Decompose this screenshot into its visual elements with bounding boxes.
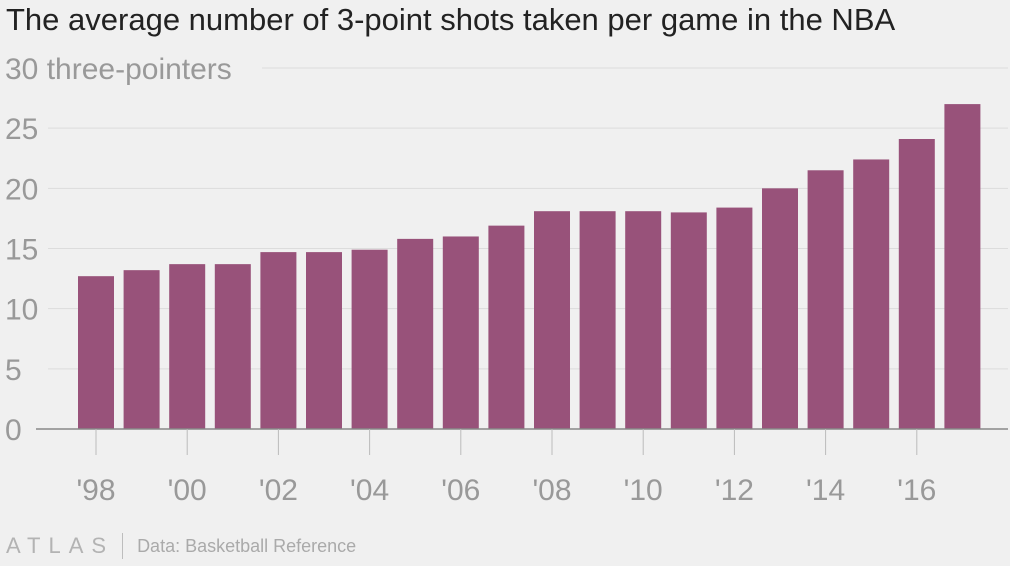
bar [260,252,297,429]
bar [123,270,160,429]
bar [214,264,251,429]
bar [78,276,114,429]
source-note: Data: Basketball Reference [137,535,357,556]
x-tick-label: '02 [259,474,298,507]
bar [625,211,662,429]
bar [579,211,616,429]
bar [397,238,434,429]
bar [670,212,707,429]
x-tick-label: '98 [76,474,115,507]
x-tick-label: '14 [806,474,845,507]
footer-divider [122,533,124,559]
chart-title: The average number of 3-point shots take… [6,2,896,37]
y-tick-label: 20 [5,173,38,206]
bar [853,159,890,429]
y-tick-label: 25 [5,113,38,146]
bar [944,104,981,429]
x-tick-label: '04 [350,474,389,507]
grid-lines [48,67,1008,370]
bar [169,264,206,429]
y-tick-label: 30 three-pointers [5,53,232,86]
bar [807,170,844,430]
x-tick-label: '16 [897,474,936,507]
y-tick-label: 10 [5,294,38,327]
bar [762,188,798,429]
y-tick-label: 15 [5,234,38,267]
x-tick-label: '08 [532,474,571,507]
y-tick-label: 5 [5,354,22,387]
bar [306,252,342,429]
y-tick-label: 0 [5,414,22,447]
y-axis-labels: 0 5 10 15 20 25 30 three-pointers [5,53,232,447]
bar [898,138,935,429]
bar [351,249,388,429]
x-tick-label: '10 [624,474,663,507]
x-tick-label: '06 [441,474,480,507]
bars [78,104,981,430]
x-axis: '98 '00 '02 '04 '06 '08 '10 '12 '14 '16 [36,428,1008,507]
bar [716,207,753,429]
bar [488,225,525,429]
bar [442,236,479,429]
bar [534,211,570,429]
footer: ATLAS Data: Basketball Reference [6,532,356,560]
x-tick-label: '12 [715,474,754,507]
bar-chart: 0 5 10 15 20 25 30 three-pointers '98 '00 '02 '04… [5,53,1008,507]
x-tick-label: '00 [168,474,207,507]
brand-logo: ATLAS [6,533,115,558]
